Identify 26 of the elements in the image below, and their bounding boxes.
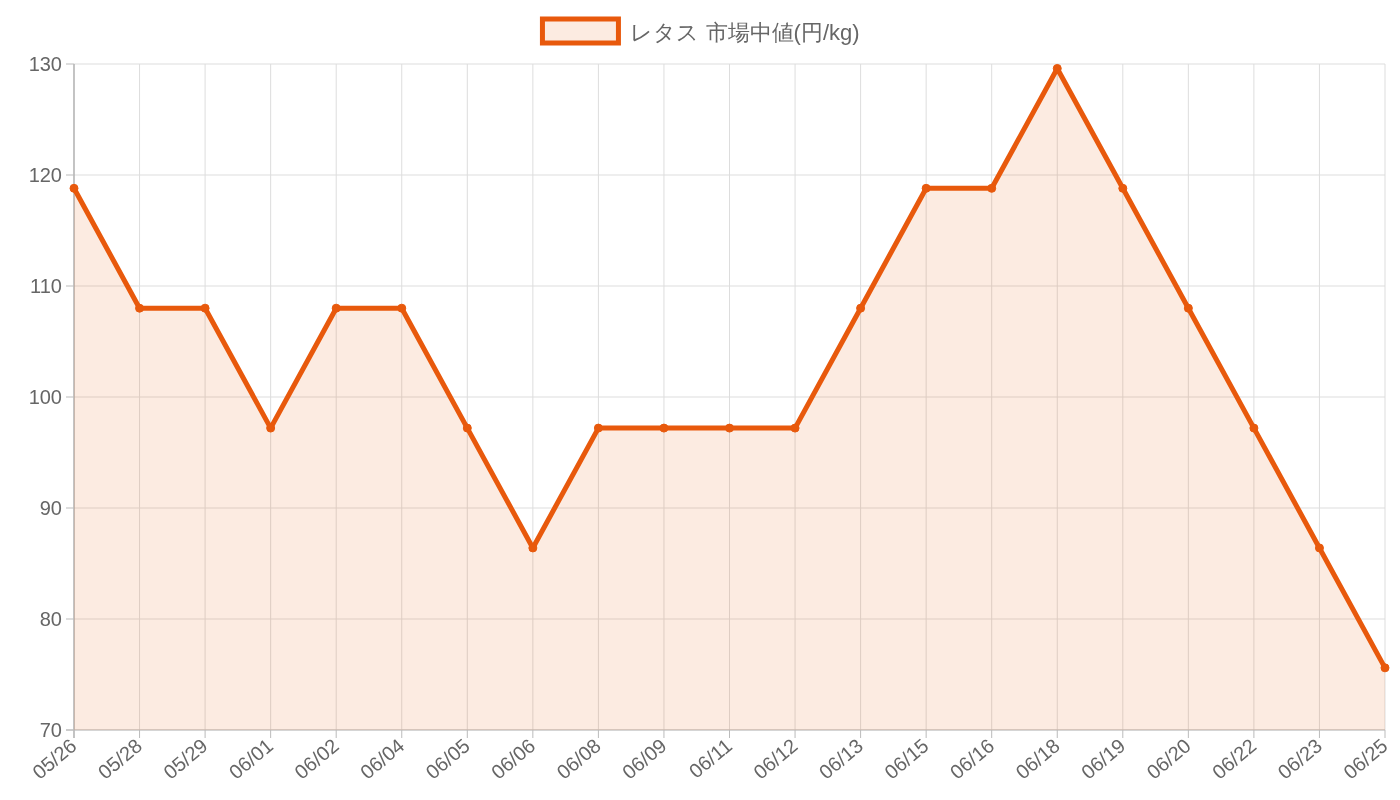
point [987,183,997,193]
point [397,303,407,313]
point [725,423,734,433]
y-tick-label: 110 [30,275,62,297]
y-tick-label: 90 [39,497,62,519]
y-tick-label: 100 [28,386,62,408]
point [69,183,79,193]
point [856,303,866,313]
legend-label: レタス 市場中値(円/kg) [630,20,860,45]
point [659,423,669,433]
point [135,303,145,313]
point [790,423,800,433]
y-tick-label: 80 [39,608,62,630]
point [593,423,603,433]
point [921,183,931,193]
point [1314,543,1324,553]
point [331,303,341,313]
y-tick-label: 70 [39,719,62,741]
y-tick-label: 130 [28,53,62,75]
point [200,303,210,313]
point [462,423,472,433]
point [1183,303,1193,313]
point [1249,423,1259,433]
y-tick-label: 120 [28,164,62,186]
point [1118,183,1128,193]
point [1380,663,1390,673]
